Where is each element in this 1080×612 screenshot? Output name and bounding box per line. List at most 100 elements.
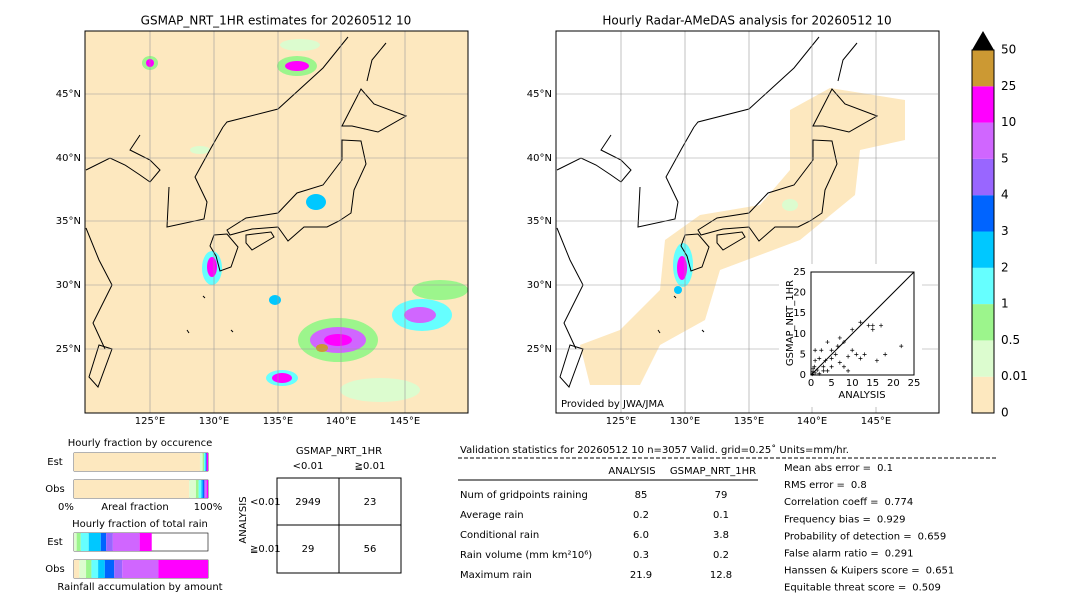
colorbar-label: 0.5	[1001, 333, 1020, 347]
table-cell: 0.2	[633, 510, 649, 521]
rain-area	[324, 334, 352, 346]
x-axis-label: ANALYSIS	[838, 390, 885, 401]
row-header: ANALYSIS	[238, 496, 249, 543]
score-label: Frequency bias =	[784, 514, 871, 525]
scatter-point	[813, 358, 818, 363]
table-cell: 12.8	[710, 570, 732, 581]
table-cell: 0.2	[713, 550, 729, 561]
y-tick-label: 20	[793, 288, 806, 299]
scatter-point	[837, 360, 842, 365]
map-frame	[84, 30, 469, 414]
bar-segment	[80, 533, 89, 551]
coastline	[186, 295, 234, 334]
colorbar-label: 3	[1001, 224, 1009, 238]
score-value: 0.1	[877, 463, 893, 474]
lat-label: 25°N	[527, 344, 552, 355]
coastline	[812, 88, 879, 133]
colorbar-segment	[972, 376, 994, 413]
bar-segment	[112, 533, 140, 551]
bar-segment	[203, 480, 206, 498]
bar-segment	[195, 480, 199, 498]
scatter-point	[825, 340, 830, 345]
score-value: 0.774	[885, 497, 914, 508]
lat-label: 40°N	[527, 153, 552, 164]
scatter-point	[821, 368, 826, 373]
bar-segment	[203, 453, 206, 471]
lat-label: 30°N	[527, 280, 552, 291]
colorbar-label: 4	[1001, 188, 1009, 202]
row-label: <0.01	[250, 497, 281, 508]
score: Hanssen & Kuipers score = 0.651	[784, 566, 954, 577]
scatter-point	[829, 364, 834, 369]
table-cell: 0.3	[633, 550, 649, 561]
scatter-point	[825, 368, 830, 373]
table-cell: 79	[715, 490, 728, 501]
bar-segment	[91, 560, 99, 578]
colorbar-label: 2	[1001, 260, 1009, 274]
bar-segment	[100, 533, 107, 551]
bar-segment	[76, 533, 81, 551]
column-label: ANALYSIS	[608, 466, 655, 477]
colorbar-label: 0.01	[1001, 369, 1028, 383]
colorbar-label: 50	[1001, 43, 1016, 57]
rain-area	[412, 280, 468, 300]
scatter-point	[817, 356, 822, 361]
coastline	[637, 126, 695, 228]
x-tick-label: 15	[866, 378, 879, 389]
lat-label: 35°N	[527, 216, 552, 227]
score: Correlation coeff = 0.774	[784, 497, 913, 508]
colorbar-segment	[972, 50, 994, 87]
lon-label: 135°E	[734, 416, 764, 427]
score-value: 0.8	[851, 480, 867, 491]
map-bg	[85, 31, 468, 413]
table-cell: 21.9	[630, 570, 652, 581]
scatter-point	[837, 335, 842, 340]
scatter-point	[823, 358, 828, 363]
bar-segment	[74, 453, 200, 471]
column-label: <0.01	[293, 461, 324, 472]
bar-segment	[202, 480, 204, 498]
colorbar-label: 0	[1001, 406, 1009, 420]
bar-segment	[205, 453, 206, 471]
bar-segment	[74, 480, 190, 498]
lon-label: 135°E	[263, 416, 293, 427]
bar-segment	[139, 533, 152, 551]
row-label: Average rain	[460, 510, 524, 521]
coastline	[657, 295, 705, 334]
score-label: Mean abs error =	[784, 463, 871, 474]
map-content	[85, 31, 468, 413]
table-cell: 0.1	[713, 510, 729, 521]
scatter-point	[846, 354, 851, 359]
score: RMS error = 0.8	[784, 480, 867, 491]
credit: Provided by JWA/JMA	[561, 399, 664, 410]
row-label: Est	[47, 457, 63, 468]
y-tick-label: 15	[793, 308, 806, 319]
bar-segment	[122, 560, 159, 578]
rain-area	[782, 199, 798, 211]
map-title: Hourly Radar-AMeDAS analysis for 2026051…	[602, 14, 891, 28]
scatter-point	[866, 323, 871, 328]
scatter-point	[811, 366, 816, 371]
colorbar-label: 1	[1001, 297, 1009, 311]
rain-area	[677, 256, 687, 280]
score-label: Hanssen & Kuipers score =	[784, 566, 920, 577]
table-cell: 6.0	[633, 530, 649, 541]
colorbar-segment	[972, 340, 994, 377]
coastline	[209, 233, 239, 272]
lon-label: 130°E	[199, 416, 229, 427]
y-tick-label: 0	[800, 370, 806, 381]
scatter-point	[870, 323, 875, 328]
scatter-point	[879, 323, 884, 328]
colorbar-frame	[971, 49, 995, 414]
bar-title: Hourly fraction by occurence	[68, 438, 212, 449]
score: Frequency bias = 0.929	[784, 514, 906, 525]
table-cell: 85	[635, 490, 648, 501]
coastline	[837, 42, 858, 82]
scatter-point	[850, 348, 855, 353]
row-label: Rain volume (mm km²10⁶)	[460, 550, 592, 561]
bar-segment	[205, 480, 207, 498]
bar-segment	[86, 560, 92, 578]
score-label: Probability of detection =	[784, 531, 912, 542]
scatter-point	[862, 352, 867, 357]
